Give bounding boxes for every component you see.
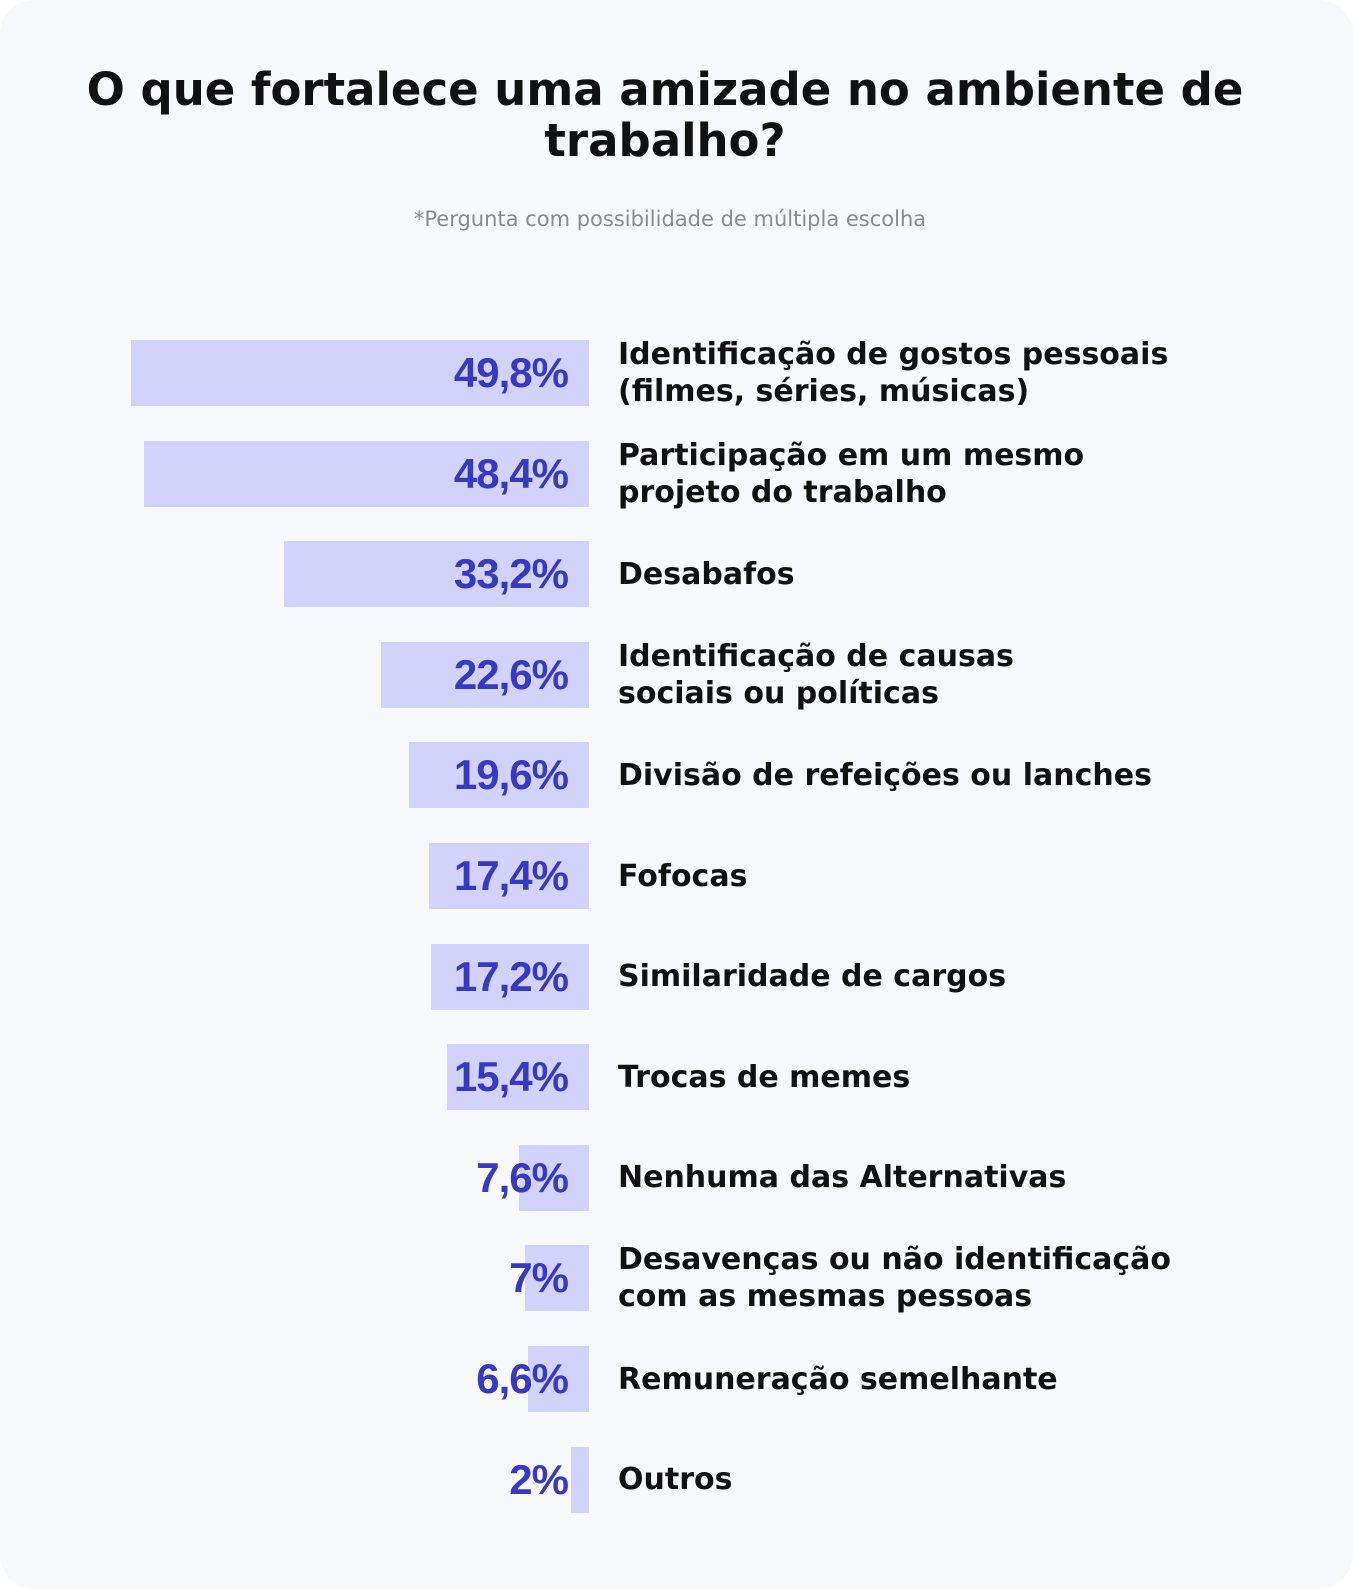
bar-category-label: Outros [618, 1461, 1208, 1498]
bar-category-label-line: Outros [618, 1462, 733, 1498]
bar [130, 340, 589, 406]
bar [519, 1144, 589, 1211]
bar [524, 1245, 589, 1312]
chart-subtitle: *Pergunta com possibilidade de múltipla … [413, 207, 927, 231]
bar-category-label-line: Divisão de refeições ou lanches [618, 757, 1152, 793]
bar-row: 48,4% Participação em um mesmo projeto do … [0, 438, 1353, 510]
bar-row: 17,2% Similaridade de cargos [0, 943, 1353, 1010]
bar-value-label: 17,2% [453, 952, 569, 1000]
bar-category-label: Trocas de memes [618, 1059, 1208, 1096]
bar [570, 1446, 589, 1513]
bar-value-label: 6,6% [476, 1355, 569, 1402]
bar-category-label-line: Desavenças ou não identificação [618, 1242, 1171, 1278]
bar-category-label-line: Identificação de causas [618, 638, 1014, 674]
bar-value-label: 7% [509, 1254, 569, 1302]
bar [428, 843, 589, 909]
bar-category-label: Participação em um mesmo projeto do traba… [618, 437, 1208, 511]
bar-category-label-line: (filmes, séries, músicas) [618, 374, 1030, 409]
bar-value-label: 48,4% [453, 449, 569, 497]
bar [408, 742, 589, 809]
bar-category-label-line: Participação em um mesmo [618, 437, 1085, 473]
chart-title: O que fortalece uma amizade no ambiente … [86, 63, 1244, 167]
bar-row: 49,8% Identificação de gostos pessoais (fi… [0, 337, 1353, 409]
bar-category-label-line: Trocas de memes [618, 1059, 911, 1095]
bar [381, 641, 589, 708]
bar [447, 1044, 589, 1111]
bar [430, 943, 589, 1010]
bar-category-label-line: Desabafos [618, 556, 795, 592]
bar-value-label: 49,8% [453, 349, 569, 396]
bar-row: 7,6% Nenhuma das Alternativas [0, 1144, 1353, 1211]
bar-value-label: 2% [509, 1455, 569, 1503]
bar-row: 22,6% Identificação de causas sociais ou p… [0, 639, 1353, 711]
bar-category-label: Identificação de gostos pessoais (filmes,… [618, 336, 1208, 410]
bar-category-label: Nenhuma das Alternativas [618, 1159, 1208, 1196]
bar-row: 6,6% Remuneração semelhante [0, 1346, 1353, 1412]
bar-category-label: Divisão de refeições ou lanches [618, 757, 1208, 794]
bar [283, 541, 589, 608]
bar-category-label-line: sociais ou políticas [618, 675, 939, 711]
bar-category-label: Similaridade de cargos [618, 958, 1208, 995]
bar-row: 19,6% Divisão de refeições ou lanches [0, 742, 1353, 809]
bar-value-label: 19,6% [453, 751, 569, 799]
bar-row: 17,4% Fofocas [0, 843, 1353, 909]
bar-category-label: Desavenças ou não identificação com as me… [618, 1241, 1208, 1315]
bar-category-label: Identificação de causas sociais ou políti… [618, 638, 1208, 712]
bar-category-label-line: Identificação de gostos pessoais [618, 337, 1169, 372]
bar-value-label: 22,6% [453, 650, 569, 698]
bar-value-label: 17,4% [453, 852, 569, 899]
bar-category-label-line: Similaridade de cargos [618, 959, 1007, 995]
bar-row: 2% Outros [0, 1446, 1353, 1513]
bar-category-label: Desabafos [618, 556, 1208, 593]
bar [528, 1346, 589, 1412]
bar-category-label: Remuneração semelhante [618, 1361, 1208, 1398]
bar-row: 7% Desavenças ou não identificação com as … [0, 1242, 1353, 1314]
bar-category-label-line: Fofocas [618, 858, 748, 894]
bar-row: 33,2% Desabafos [0, 541, 1353, 608]
bar-category-label: Fofocas [618, 858, 1208, 895]
bar-value-label: 15,4% [453, 1053, 569, 1101]
bar-category-label-line: projeto do trabalho [618, 474, 947, 510]
bar [143, 440, 589, 507]
bar-category-label-line: Nenhuma das Alternativas [618, 1160, 1067, 1196]
bar-value-label: 33,2% [453, 550, 569, 598]
bar-category-label-line: com as mesmas pessoas [618, 1279, 1033, 1315]
bar-category-label-line: Remuneração semelhante [618, 1361, 1058, 1397]
bar-value-label: 7,6% [476, 1153, 569, 1201]
bar-row: 15,4% Trocas de memes [0, 1044, 1353, 1111]
